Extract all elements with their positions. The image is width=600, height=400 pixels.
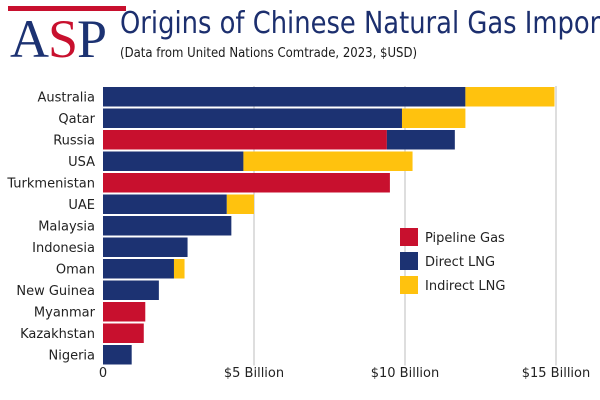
asp-logo: ASP: [8, 6, 126, 72]
bars: [103, 87, 555, 365]
category-label: New Guinea: [16, 284, 95, 299]
bar-russia-direct-lng: [386, 130, 455, 150]
category-label: Turkmenistan: [6, 176, 95, 191]
x-tick-label: $10 Billion: [371, 366, 440, 381]
bar-usa-direct-lng: [103, 151, 244, 171]
category-label: Australia: [37, 90, 95, 105]
category-label: USA: [68, 155, 95, 170]
legend: Pipeline Gas Direct LNG Indirect LNG: [400, 228, 505, 294]
legend-swatch: [400, 276, 418, 294]
legend-label: Pipeline Gas: [425, 231, 505, 246]
logo-top-bar: [8, 6, 126, 11]
x-axis-ticks: 0 $5 Billion $10 Billion $15 Billion: [99, 366, 590, 381]
bar-nigeria-direct-lng: [103, 345, 132, 365]
category-label: Qatar: [58, 112, 95, 127]
bar-qatar-indirect-lng: [401, 108, 466, 128]
logo-text: ASP: [10, 9, 107, 69]
category-label: Malaysia: [38, 219, 95, 234]
x-tick-label: $15 Billion: [522, 366, 591, 381]
bar-myanmar-pipeline-gas: [103, 302, 146, 322]
bar-australia-direct-lng: [103, 87, 466, 107]
x-tick-label: 0: [99, 366, 107, 381]
bar-uae-direct-lng: [103, 194, 227, 214]
bar-uae-indirect-lng: [226, 194, 254, 214]
bar-kazakhstan-pipeline-gas: [103, 323, 144, 343]
bar-turkmenistan-pipeline-gas: [103, 173, 390, 193]
bar-usa-indirect-lng: [243, 151, 413, 171]
category-label: UAE: [68, 198, 95, 213]
category-label: Russia: [53, 133, 95, 148]
bar-oman-direct-lng: [103, 259, 174, 279]
bar-qatar-direct-lng: [103, 108, 402, 128]
category-label: Nigeria: [48, 348, 95, 363]
bar-russia-pipeline-gas: [103, 130, 387, 150]
legend-label: Direct LNG: [425, 255, 495, 270]
x-tick-label: $5 Billion: [224, 366, 284, 381]
category-label: Oman: [56, 262, 95, 277]
legend-swatch: [400, 228, 418, 246]
bar-malaysia-direct-lng: [103, 216, 232, 236]
category-label: Kazakhstan: [20, 327, 95, 342]
legend-swatch: [400, 252, 418, 270]
category-label: Indonesia: [32, 241, 95, 256]
bar-new-guinea-direct-lng: [103, 280, 159, 300]
bar-australia-indirect-lng: [465, 87, 555, 107]
chart-title: Origins of Chinese Natural Gas Imports: [120, 6, 600, 41]
bar-oman-indirect-lng: [173, 259, 185, 279]
chart-subtitle: (Data from United Nations Comtrade, 2023…: [120, 46, 418, 61]
bar-indonesia-direct-lng: [103, 237, 188, 257]
category-label: Myanmar: [34, 305, 96, 320]
category-labels: Australia Qatar Russia USA Turkmenistan UAE Ma…: [6, 90, 95, 363]
legend-label: Indirect LNG: [425, 279, 505, 294]
